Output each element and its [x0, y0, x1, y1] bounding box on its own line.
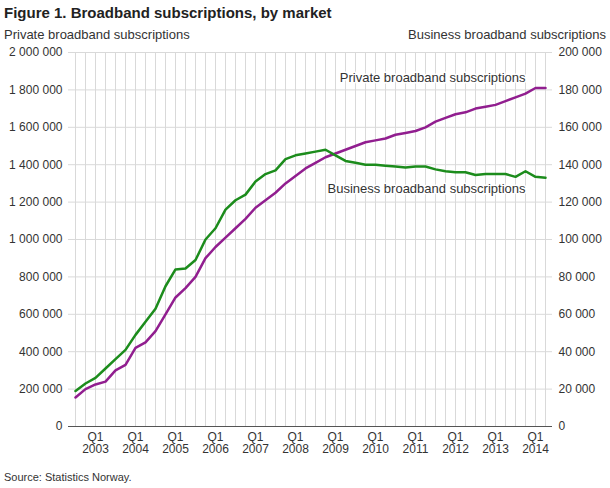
svg-text:Q12010: Q12010 — [362, 430, 389, 456]
svg-text:2 000 000: 2 000 000 — [9, 45, 63, 59]
svg-text:Q12007: Q12007 — [242, 430, 269, 456]
svg-text:100 000: 100 000 — [559, 232, 603, 246]
svg-text:Private broadband subscription: Private broadband subscriptions — [340, 70, 526, 85]
svg-text:1 000 000: 1 000 000 — [9, 232, 63, 246]
svg-text:Q12012: Q12012 — [442, 430, 469, 456]
svg-text:200 000: 200 000 — [19, 382, 63, 396]
svg-text:180 000: 180 000 — [559, 83, 603, 97]
svg-text:40 000: 40 000 — [559, 345, 596, 359]
svg-text:80 000: 80 000 — [559, 270, 596, 284]
svg-text:Q12013: Q12013 — [482, 430, 509, 456]
svg-text:200 000: 200 000 — [559, 45, 603, 59]
svg-text:400 000: 400 000 — [19, 345, 63, 359]
svg-text:0: 0 — [56, 419, 63, 433]
svg-text:Business broadband subscriptio: Business broadband subscriptions — [327, 181, 526, 196]
svg-text:800 000: 800 000 — [19, 270, 63, 284]
svg-text:600 000: 600 000 — [19, 307, 63, 321]
svg-text:1 800 000: 1 800 000 — [9, 83, 63, 97]
svg-text:160 000: 160 000 — [559, 120, 603, 134]
svg-text:Q12006: Q12006 — [202, 430, 229, 456]
svg-text:1 600 000: 1 600 000 — [9, 120, 63, 134]
svg-text:Q12003: Q12003 — [82, 430, 109, 456]
svg-text:Q12014: Q12014 — [522, 430, 549, 456]
svg-text:140 000: 140 000 — [559, 158, 603, 172]
svg-text:Q12009: Q12009 — [322, 430, 349, 456]
svg-text:20 000: 20 000 — [559, 382, 596, 396]
html-text:Business broadband subscriptio: Business broadband subscriptions — [408, 27, 606, 42]
svg-text:0: 0 — [559, 419, 566, 433]
html-text:Source: Statistics Norway.: Source: Statistics Norway. — [4, 471, 132, 483]
svg-text:Q12008: Q12008 — [282, 430, 309, 456]
svg-text:Q12005: Q12005 — [162, 430, 189, 456]
html-text:Figure 1. Broadband subscripti: Figure 1. Broadband subscriptions, by ma… — [4, 4, 332, 21]
html-text:Private broadband subscription: Private broadband subscriptions — [4, 27, 190, 42]
svg-text:60 000: 60 000 — [559, 307, 596, 321]
svg-text:Q12011: Q12011 — [403, 430, 429, 456]
svg-text:120 000: 120 000 — [559, 195, 603, 209]
svg-text:Q12004: Q12004 — [122, 430, 149, 456]
svg-text:1 400 000: 1 400 000 — [9, 158, 63, 172]
svg-text:1 200 000: 1 200 000 — [9, 195, 63, 209]
